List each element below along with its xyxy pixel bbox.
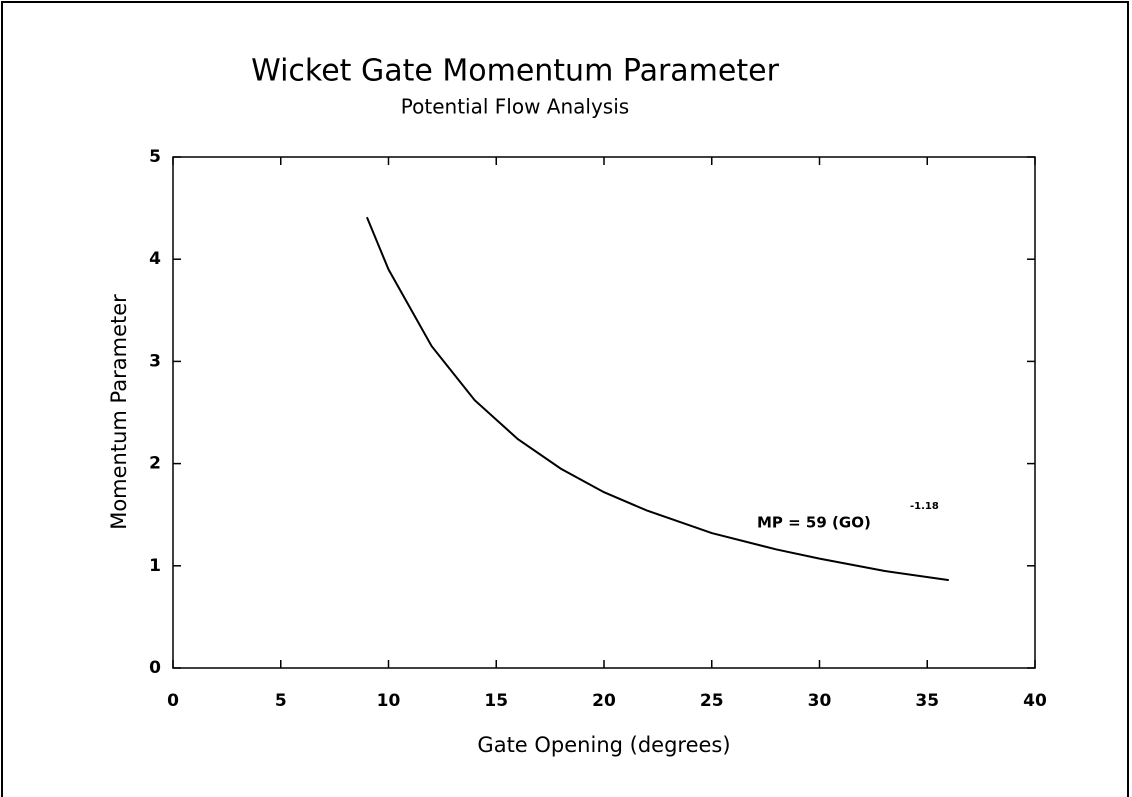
x-tick-label: 15 bbox=[484, 691, 508, 711]
x-tick-label: 20 bbox=[592, 691, 616, 711]
x-tick-label: 0 bbox=[167, 691, 179, 711]
y-tick-label: 3 bbox=[149, 351, 161, 371]
y-tick-label: 1 bbox=[149, 556, 161, 576]
x-tick-label: 10 bbox=[377, 691, 401, 711]
y-tick-label: 4 bbox=[149, 249, 161, 269]
x-axis-label: Gate Opening (degrees) bbox=[477, 733, 730, 757]
chart-title: Wicket Gate Momentum Parameter bbox=[251, 54, 779, 89]
line bbox=[366, 216, 949, 582]
x-tick-label: 35 bbox=[915, 691, 939, 711]
y-axis-label: Momentum Parameter bbox=[107, 294, 131, 530]
x-tick-label: 30 bbox=[808, 691, 832, 711]
plot-area bbox=[172, 156, 1036, 669]
x-tick-label: 25 bbox=[700, 691, 724, 711]
x-tick-label: 40 bbox=[1023, 691, 1047, 711]
y-tick-label: 2 bbox=[149, 454, 161, 474]
y-tick-label: 5 bbox=[149, 147, 161, 167]
annotation: MP = 59 (GO) bbox=[757, 514, 871, 532]
x-tick-label: 5 bbox=[275, 691, 287, 711]
chart-subtitle: Potential Flow Analysis bbox=[401, 95, 629, 119]
annotation-superscript: -1.18 bbox=[910, 501, 939, 512]
y-tick-label: 0 bbox=[149, 658, 161, 678]
